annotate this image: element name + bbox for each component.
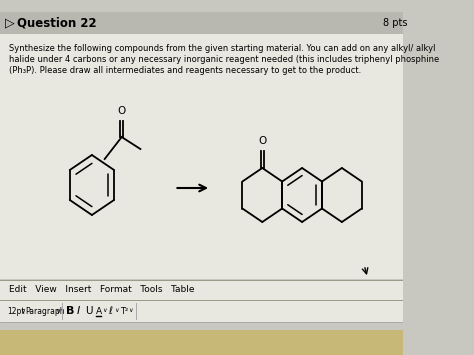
FancyBboxPatch shape	[0, 34, 403, 279]
FancyBboxPatch shape	[0, 280, 403, 300]
Text: ∨: ∨	[128, 308, 133, 313]
FancyBboxPatch shape	[0, 300, 403, 322]
FancyBboxPatch shape	[0, 12, 403, 34]
Text: (Ph₃P). Please draw all intermediates and reagents necessary to get to the produ: (Ph₃P). Please draw all intermediates an…	[9, 66, 361, 75]
Text: U: U	[85, 306, 92, 316]
Text: T²: T²	[120, 306, 128, 316]
Text: Synthesize the following compounds from the given starting material. You can add: Synthesize the following compounds from …	[9, 44, 435, 53]
Text: ∨: ∨	[55, 308, 61, 314]
Text: Paragraph: Paragraph	[26, 306, 65, 316]
Text: halide under 4 carbons or any necessary inorganic reagent needed (this includes : halide under 4 carbons or any necessary …	[9, 55, 439, 64]
Text: B: B	[66, 306, 75, 316]
Text: 8 pts: 8 pts	[383, 18, 408, 28]
Text: O: O	[258, 136, 266, 146]
FancyBboxPatch shape	[0, 0, 403, 12]
Text: A: A	[96, 306, 102, 316]
Text: ▷: ▷	[5, 16, 15, 29]
Text: Question 22: Question 22	[17, 16, 97, 29]
Text: ∨: ∨	[20, 308, 26, 314]
Text: Edit   View   Insert   Format   Tools   Table: Edit View Insert Format Tools Table	[9, 284, 194, 294]
Text: 12pt: 12pt	[7, 306, 24, 316]
Text: O: O	[118, 106, 126, 116]
Text: I: I	[77, 306, 80, 316]
Text: ∨: ∨	[114, 308, 118, 313]
FancyBboxPatch shape	[0, 330, 403, 355]
Text: ∨: ∨	[102, 308, 107, 313]
Text: ℓ: ℓ	[108, 306, 112, 316]
